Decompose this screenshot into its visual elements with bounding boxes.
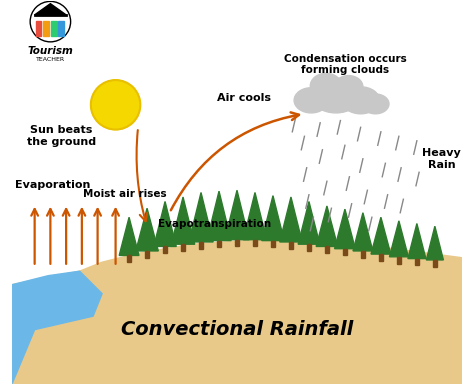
Text: Evapotranspiration: Evapotranspiration — [158, 219, 271, 229]
Polygon shape — [12, 240, 462, 383]
Polygon shape — [262, 196, 284, 241]
Polygon shape — [271, 241, 275, 247]
Polygon shape — [353, 213, 373, 251]
Polygon shape — [253, 240, 257, 246]
Ellipse shape — [362, 94, 389, 114]
Polygon shape — [145, 251, 149, 258]
Text: Moist air rises: Moist air rises — [83, 189, 166, 199]
Circle shape — [30, 2, 71, 42]
Polygon shape — [199, 242, 203, 249]
Bar — [51, 21, 57, 37]
Polygon shape — [408, 224, 426, 259]
Polygon shape — [163, 246, 167, 253]
Polygon shape — [335, 209, 356, 249]
Ellipse shape — [334, 75, 363, 98]
Polygon shape — [390, 221, 408, 257]
Text: Evaporation: Evaporation — [15, 180, 91, 190]
Text: Condensation occurs
forming clouds: Condensation occurs forming clouds — [283, 54, 406, 75]
Bar — [43, 21, 49, 37]
Polygon shape — [280, 197, 302, 242]
Polygon shape — [433, 260, 437, 267]
Text: Convectional Rainfall: Convectional Rainfall — [121, 320, 353, 339]
Polygon shape — [127, 256, 131, 262]
Polygon shape — [361, 251, 365, 258]
Ellipse shape — [294, 88, 328, 113]
Polygon shape — [243, 192, 267, 240]
Polygon shape — [379, 254, 383, 261]
Polygon shape — [35, 3, 66, 15]
Polygon shape — [207, 191, 231, 241]
Polygon shape — [217, 241, 221, 247]
Bar — [36, 21, 41, 37]
Polygon shape — [235, 240, 239, 246]
Bar — [58, 21, 64, 37]
Polygon shape — [181, 244, 185, 251]
Polygon shape — [397, 257, 401, 264]
Polygon shape — [225, 190, 249, 240]
Text: Sun beats
the ground: Sun beats the ground — [27, 126, 96, 147]
Text: TEACHER: TEACHER — [36, 57, 65, 62]
Circle shape — [91, 80, 140, 129]
Polygon shape — [298, 201, 320, 244]
Polygon shape — [119, 217, 139, 256]
Polygon shape — [325, 246, 329, 253]
Ellipse shape — [311, 79, 361, 113]
Polygon shape — [426, 226, 443, 260]
Polygon shape — [371, 217, 391, 254]
Text: Air cools: Air cools — [217, 93, 271, 103]
Polygon shape — [316, 206, 338, 246]
Text: Tourism: Tourism — [27, 46, 73, 56]
Polygon shape — [136, 208, 158, 251]
Polygon shape — [12, 271, 102, 383]
Polygon shape — [343, 249, 347, 256]
Ellipse shape — [342, 87, 380, 114]
Text: Heavy
Rain: Heavy Rain — [422, 148, 461, 169]
Polygon shape — [171, 197, 195, 244]
Polygon shape — [154, 201, 176, 246]
Polygon shape — [189, 192, 213, 242]
Polygon shape — [415, 259, 419, 265]
Polygon shape — [307, 244, 311, 251]
Polygon shape — [289, 242, 293, 249]
Ellipse shape — [310, 73, 342, 99]
